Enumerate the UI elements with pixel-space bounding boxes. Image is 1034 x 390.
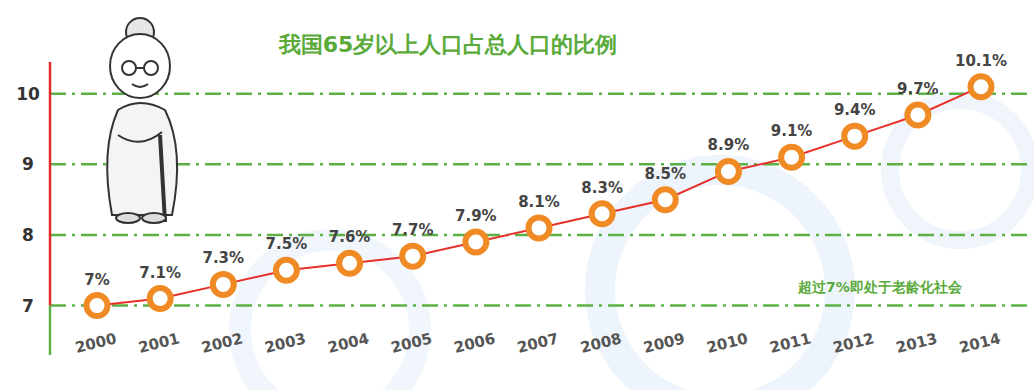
x-tick-label: 2002 <box>200 329 245 357</box>
background-decoration <box>240 100 1030 390</box>
x-tick-label: 2000 <box>73 329 118 357</box>
data-point <box>213 274 234 295</box>
data-point <box>150 288 171 309</box>
data-label: 7% <box>84 271 109 289</box>
data-point <box>907 104 928 125</box>
data-point <box>402 246 423 267</box>
x-tick-label: 2005 <box>389 329 434 357</box>
y-tick-label: 8 <box>22 225 34 245</box>
data-label: 10.1% <box>955 52 1007 70</box>
x-tick-label: 2008 <box>579 329 624 357</box>
grid-line <box>50 93 1030 96</box>
data-label: 8.1% <box>518 193 560 211</box>
x-tick-label: 2004 <box>326 329 371 357</box>
data-label: 7.3% <box>202 249 244 267</box>
data-point <box>529 217 550 238</box>
x-tick-label: 2003 <box>263 329 308 357</box>
data-point <box>465 232 486 253</box>
y-axis-line <box>49 306 52 355</box>
chart: 7 8 9 10 我国65岁以上人口占总人口的比例超过7%即处于老龄化社会 7% 7.1% 7… <box>0 0 1034 390</box>
y-axis-line <box>49 62 52 306</box>
data-point <box>781 147 802 168</box>
data-label: 7.6% <box>329 228 371 246</box>
data-point <box>87 295 108 316</box>
grid-line <box>50 163 1030 166</box>
title: 我国65岁以上人口占总人口的比例 <box>278 32 618 57</box>
data-label: 8.9% <box>708 136 750 154</box>
data-label: 7.7% <box>392 221 434 239</box>
y-tick-label: 7 <box>22 296 34 316</box>
data-line <box>97 87 981 306</box>
grandma-illustration <box>107 18 177 223</box>
data-label: 7.1% <box>139 264 181 282</box>
x-tick-label: 2001 <box>137 329 182 357</box>
data-label: 8.3% <box>581 179 623 197</box>
x-tick-label: 2006 <box>452 329 497 357</box>
data-label: 8.5% <box>644 165 686 183</box>
data-label: 7.5% <box>266 235 308 253</box>
data-label: 9.1% <box>771 122 813 140</box>
data-point <box>844 126 865 147</box>
plot-area <box>87 76 992 316</box>
x-tick-label: 2014 <box>957 329 1002 357</box>
x-tick-label: 2009 <box>642 329 687 357</box>
y-tick-label: 9 <box>22 154 34 174</box>
data-label: 7.9% <box>455 207 497 225</box>
x-tick-label: 2007 <box>515 329 560 357</box>
data-label: 9.4% <box>834 101 876 119</box>
x-tick-label: 2010 <box>705 329 750 357</box>
x-tick-label: 2013 <box>894 329 939 357</box>
x-tick-label: 2012 <box>831 329 876 357</box>
grid-line <box>50 304 1030 307</box>
data-point <box>718 161 739 182</box>
data-point <box>592 203 613 224</box>
data-point <box>655 189 676 210</box>
annotation: 超过7%即处于老龄化社会 <box>797 279 963 295</box>
data-point <box>971 76 992 97</box>
data-point <box>276 260 297 281</box>
y-tick-label: 10 <box>16 84 40 104</box>
x-tick-label: 2011 <box>768 329 813 357</box>
chart-wrap: 7 8 9 10 我国65岁以上人口占总人口的比例超过7%即处于老龄化社会 7% 7.1% 7… <box>0 0 1034 390</box>
data-point <box>339 253 360 274</box>
data-label: 9.7% <box>897 80 939 98</box>
